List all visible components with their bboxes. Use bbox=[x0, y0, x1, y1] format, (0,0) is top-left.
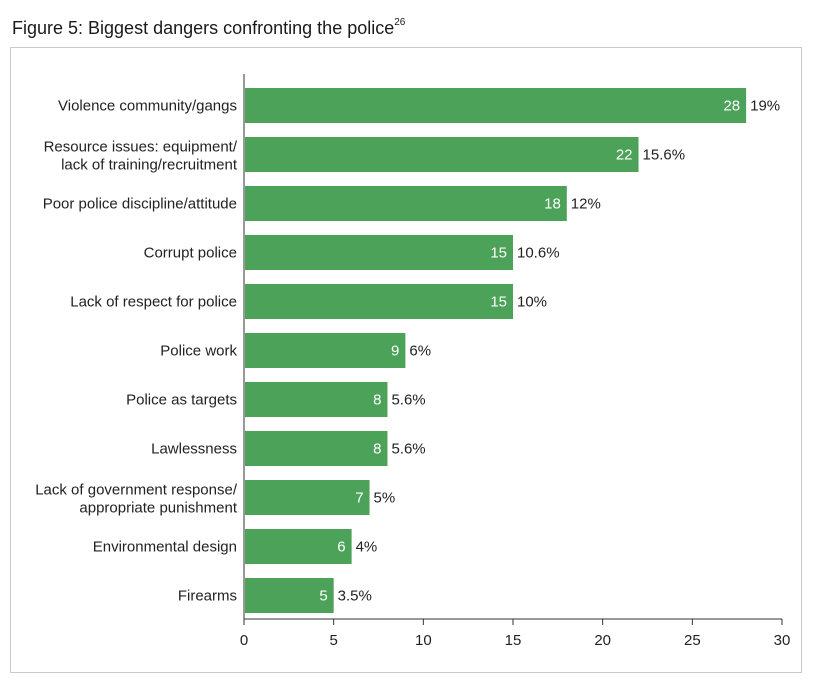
category-label: Resource issues: equipment/lack of train… bbox=[44, 139, 238, 174]
bar-percent-label: 10.6% bbox=[517, 245, 560, 262]
bar-percent-label: 3.5% bbox=[338, 588, 372, 605]
footnote-ref: 26 bbox=[394, 17, 406, 28]
bar-percent-label: 4% bbox=[356, 539, 378, 556]
bar bbox=[245, 235, 513, 270]
category-label: Police as targets bbox=[126, 392, 237, 409]
figure-title: Figure 5: Biggest dangers confronting th… bbox=[12, 17, 406, 39]
bar bbox=[245, 186, 567, 221]
bar bbox=[245, 529, 352, 564]
category-label: Firearms bbox=[178, 588, 237, 605]
bar-value-label: 7 bbox=[355, 490, 363, 507]
bar-percent-label: 10% bbox=[517, 294, 547, 311]
bar-percent-label: 6% bbox=[409, 343, 431, 360]
bar bbox=[245, 333, 406, 368]
bar-value-label: 28 bbox=[723, 98, 740, 115]
category-label: Police work bbox=[160, 343, 237, 360]
bar bbox=[245, 88, 747, 123]
bar bbox=[245, 137, 639, 172]
x-tick-label: 0 bbox=[240, 632, 248, 649]
x-tick-label: 5 bbox=[329, 632, 337, 649]
category-label: Lack of government response/appropriate … bbox=[35, 482, 238, 517]
category-label: Violence community/gangs bbox=[58, 98, 237, 115]
x-tick-label: 20 bbox=[594, 632, 611, 649]
bar-percent-label: 5.6% bbox=[391, 441, 425, 458]
bar-value-label: 8 bbox=[373, 392, 381, 409]
x-tick-label: 10 bbox=[415, 632, 432, 649]
bar-percent-label: 5% bbox=[374, 490, 396, 507]
figure-title-text: Figure 5: Biggest dangers confronting th… bbox=[12, 18, 395, 38]
bar-value-label: 15 bbox=[490, 245, 507, 262]
category-label: Lack of respect for police bbox=[70, 294, 237, 311]
category-label: Environmental design bbox=[93, 539, 237, 556]
bar bbox=[245, 431, 388, 466]
bar-value-label: 5 bbox=[319, 588, 327, 605]
x-tick-label: 25 bbox=[684, 632, 701, 649]
chart-frame bbox=[10, 47, 802, 673]
bar-value-label: 15 bbox=[490, 294, 507, 311]
bar bbox=[245, 382, 388, 417]
bar-value-label: 22 bbox=[616, 147, 633, 164]
bar-value-label: 18 bbox=[544, 196, 561, 213]
bar-value-label: 9 bbox=[391, 343, 399, 360]
bar-percent-label: 5.6% bbox=[391, 392, 425, 409]
bar-percent-label: 15.6% bbox=[643, 147, 686, 164]
x-tick-label: 30 bbox=[774, 632, 791, 649]
bar-percent-label: 19% bbox=[750, 98, 780, 115]
bar-percent-label: 12% bbox=[571, 196, 601, 213]
bar bbox=[245, 480, 370, 515]
bar-value-label: 6 bbox=[337, 539, 345, 556]
category-label: Poor police discipline/attitude bbox=[43, 196, 237, 213]
x-tick-label: 15 bbox=[505, 632, 522, 649]
bar-value-label: 8 bbox=[373, 441, 381, 458]
category-label: Corrupt police bbox=[144, 245, 237, 262]
bar bbox=[245, 284, 513, 319]
category-label: Lawlessness bbox=[151, 441, 237, 458]
bar bbox=[245, 578, 334, 613]
